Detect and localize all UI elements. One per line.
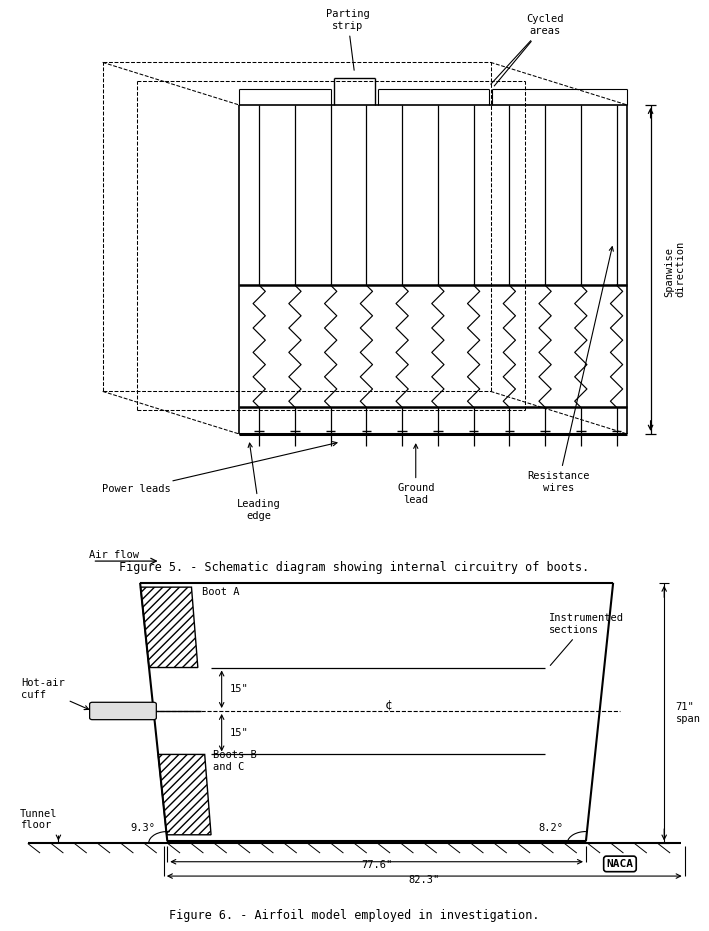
Text: 77.6": 77.6" [361,860,392,870]
Text: Spanwise
direction: Spanwise direction [664,241,686,298]
Text: 8.2°: 8.2° [538,823,563,833]
Text: Air flow: Air flow [89,549,139,560]
Text: Boot A: Boot A [202,587,240,597]
Text: Power leads: Power leads [102,441,337,494]
Text: Instrumented
sections: Instrumented sections [549,614,623,666]
Text: 15": 15" [230,728,249,737]
Text: Hot-air
cuff: Hot-air cuff [21,679,89,709]
Text: NACA: NACA [606,859,633,869]
Text: Figure 6. - Airfoil model employed in investigation.: Figure 6. - Airfoil model employed in in… [169,909,540,922]
Text: Leading
edge: Leading edge [238,443,281,520]
Text: 71"
span: 71" span [676,702,700,724]
Text: Figure 5. - Schematic diagram showing internal circuitry of boots.: Figure 5. - Schematic diagram showing in… [119,561,590,574]
Text: ¢: ¢ [385,698,392,711]
Text: Ground
lead: Ground lead [397,444,435,505]
Text: Boots B
and C: Boots B and C [213,750,257,772]
Text: 15": 15" [230,684,249,695]
Text: Parting
strip: Parting strip [326,9,369,70]
Text: 82.3": 82.3" [408,874,440,884]
Text: 9.3°: 9.3° [130,823,155,833]
Text: Cycled
areas: Cycled areas [491,14,564,84]
Text: Resistance
wires: Resistance wires [527,247,613,492]
FancyBboxPatch shape [89,702,156,720]
Text: Tunnel
floor: Tunnel floor [20,809,57,830]
